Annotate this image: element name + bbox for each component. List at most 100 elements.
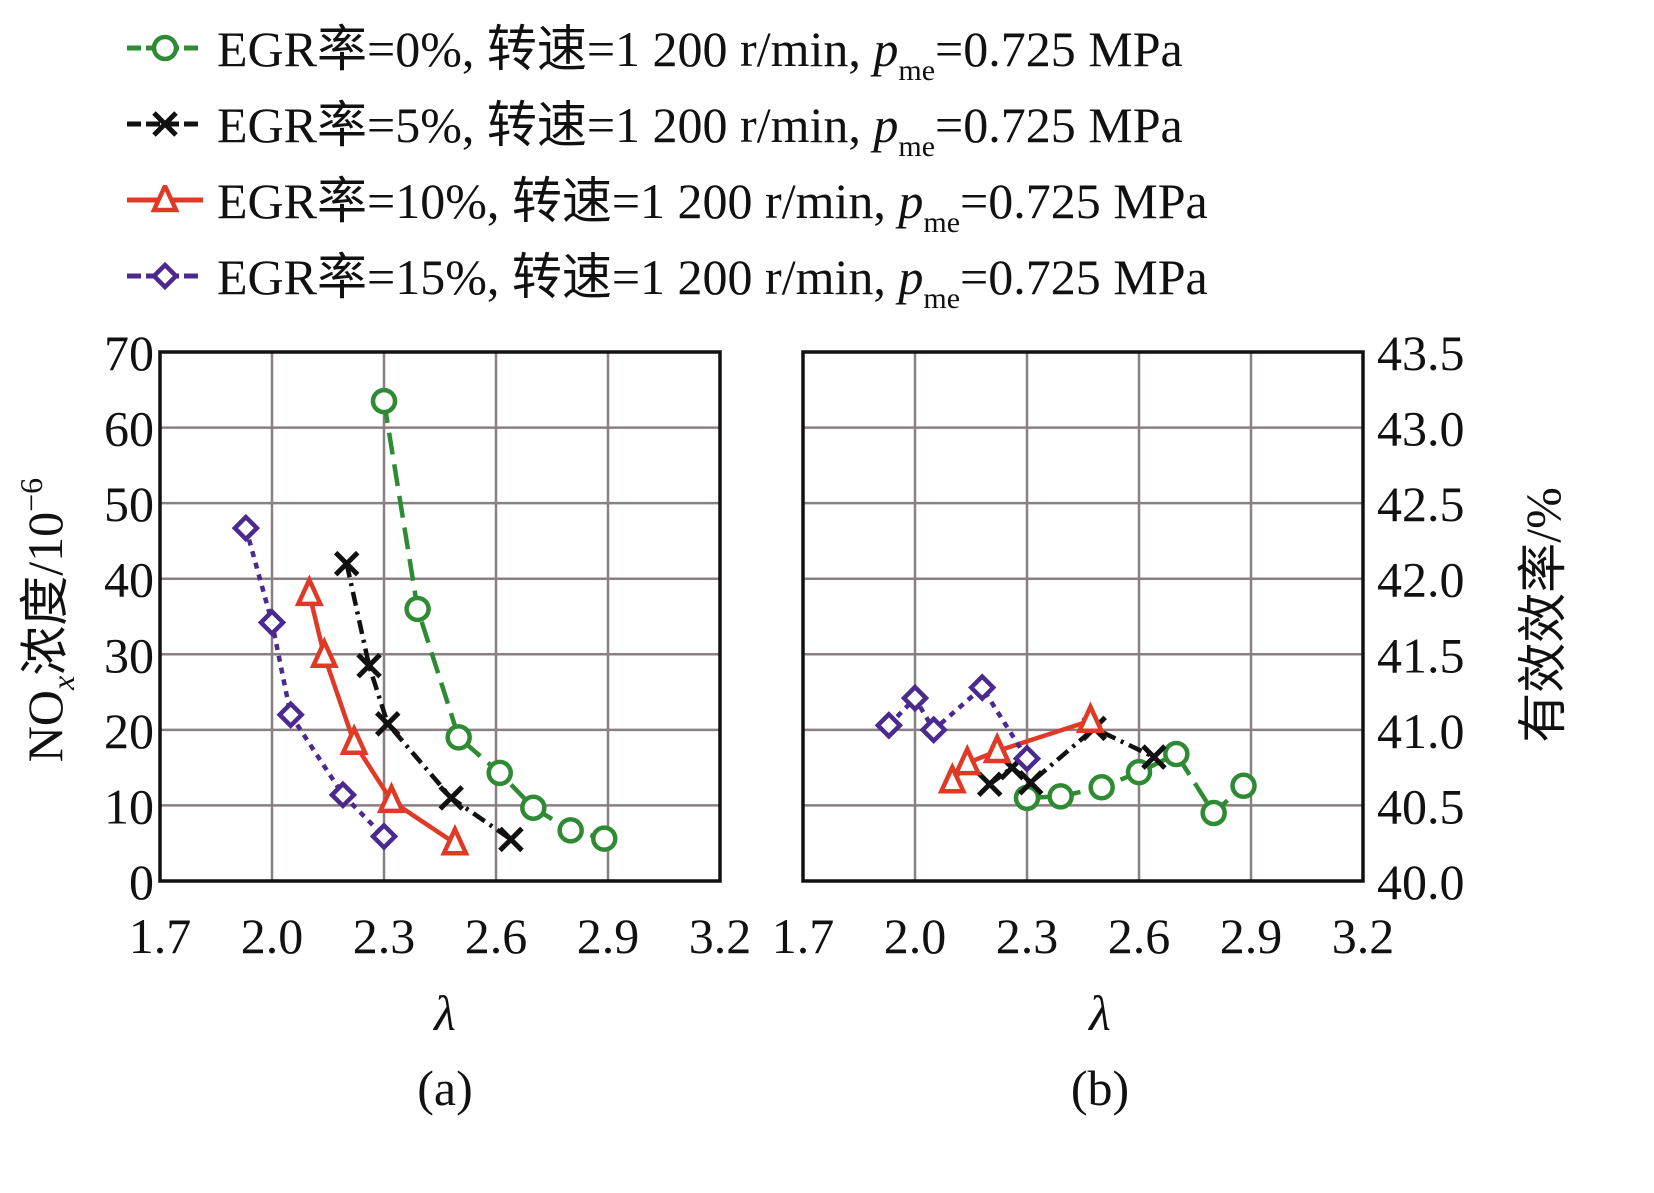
series-egr0 [1013, 740, 1257, 827]
y-tick-label: 40.5 [1377, 778, 1465, 834]
series-egr10 [937, 701, 1105, 794]
legend-label: EGR率=5%, 转速=1 200 r/min, pme=0.725 MPa [217, 96, 1183, 163]
series-egr5 [333, 550, 524, 853]
triangle-marker-icon [376, 781, 406, 814]
legend-item-egr10: EGR率=10%, 转速=1 200 r/min, pme=0.725 MPa [125, 162, 1208, 239]
plot-frame [801, 350, 1365, 883]
circle-marker-icon [1088, 774, 1115, 801]
legend-swatch-diamond-icon [127, 261, 203, 291]
x-axis-title-a: λ [432, 985, 456, 1041]
circle-marker-icon [1230, 772, 1257, 800]
triangle-marker-icon [294, 574, 324, 607]
legend-label: EGR率=15%, 转速=1 200 r/min, pme=0.725 MPa [217, 248, 1208, 315]
panel-label-b: (b) [1071, 1060, 1129, 1116]
y-tick-label: 50 [104, 476, 154, 532]
legend-item-egr15: EGR率=15%, 转速=1 200 r/min, pme=0.725 MPa [125, 238, 1208, 315]
legend-swatch-triangle-icon [127, 185, 203, 213]
x-tick-label: 3.2 [1332, 908, 1395, 964]
triangle-marker-icon [1075, 701, 1105, 734]
circle-marker-icon [486, 759, 513, 787]
y-tick-label: 43.5 [1377, 325, 1465, 381]
y-tick-label: 20 [104, 703, 154, 759]
circle-marker-icon [520, 794, 547, 821]
diamond-marker-icon [1012, 744, 1042, 773]
y-tick-label: 40 [104, 552, 154, 608]
series-egr15 [874, 673, 1042, 773]
x-marker-icon [438, 785, 464, 811]
circle-marker-icon [591, 825, 618, 852]
series-egr15 [231, 513, 399, 851]
y-tick-label: 42.5 [1377, 476, 1465, 532]
grid [158, 350, 722, 883]
diamond-marker-icon [231, 513, 261, 543]
chart-panel-a: 1.7 2.0 2.3 2.6 2.9 3.2 0 10 20 30 40 50 60 70 [104, 325, 751, 964]
plot-frame [158, 350, 722, 883]
y-tick-label: 41.5 [1377, 627, 1465, 683]
x-marker-icon [498, 826, 524, 853]
triangle-marker-icon [952, 743, 982, 776]
x-tick-label: 2.9 [1220, 908, 1283, 964]
legend-item-egr5: EGR率=5%, 转速=1 200 r/min, pme=0.725 MPa [125, 86, 1208, 163]
x-tick-label: 2.9 [577, 908, 640, 964]
x-axis-title-b: λ [1087, 985, 1111, 1041]
x-tick-label: 3.2 [689, 908, 752, 964]
diamond-marker-icon [968, 673, 997, 702]
series-egr0 [370, 387, 618, 852]
chart-legend: EGR率=0%, 转速=1 200 r/min, pme=0.725 MPa E… [125, 10, 1208, 315]
x-tick-label: 2.6 [465, 908, 528, 964]
legend-marker-icon [150, 185, 180, 213]
triangle-marker-icon [937, 761, 967, 794]
x-tick-label: 1.7 [129, 908, 192, 964]
circle-marker-icon [445, 724, 472, 751]
triangle-marker-icon [339, 723, 369, 755]
triangle-marker-icon [982, 731, 1012, 764]
circle-marker-icon [1163, 740, 1190, 768]
legend-item-egr0: EGR率=0%, 转速=1 200 r/min, pme=0.725 MPa [125, 10, 1208, 87]
diamond-marker-icon [900, 683, 930, 713]
legend-label: EGR率=10%, 转速=1 200 r/min, pme=0.725 MPa [217, 172, 1208, 239]
series-egr10 [294, 574, 470, 856]
circle-marker-icon [557, 817, 584, 844]
x-tick-label: 2.0 [884, 908, 947, 964]
diamond-marker-icon [369, 822, 399, 851]
circle-marker-icon [404, 595, 431, 623]
diamond-marker-icon [257, 608, 287, 637]
y-tick-label: 0 [129, 854, 154, 910]
panel-label-a: (a) [417, 1060, 473, 1116]
circle-marker-icon [1047, 783, 1074, 810]
diamond-marker-icon [276, 700, 305, 729]
x-tick-label: 2.3 [353, 908, 416, 964]
x-marker-icon [1017, 769, 1044, 796]
chart-panel-b: 1.7 2.0 2.3 2.6 2.9 3.240.0 40.5 41.0 41.5 42.0 42… [772, 325, 1465, 964]
x-marker-icon [333, 550, 360, 577]
y-axis-title-b: 有效效率/% [1515, 487, 1571, 743]
x-marker-icon [356, 652, 382, 679]
x-tick-label: 2.6 [1108, 908, 1171, 964]
triangle-marker-icon [440, 823, 470, 856]
x-tick-label: 2.3 [996, 908, 1059, 964]
diamond-marker-icon [328, 780, 358, 810]
legend-label: EGR率=0%, 转速=1 200 r/min, pme=0.725 MPa [217, 20, 1183, 87]
grid [801, 350, 1365, 883]
circle-marker-icon [370, 387, 398, 415]
y-tick-label: 10 [104, 778, 154, 834]
triangle-marker-icon [309, 636, 339, 669]
circle-marker-icon [1200, 799, 1227, 827]
x-tick-label: 2.0 [241, 908, 304, 964]
y-tick-label: 70 [104, 325, 154, 381]
legend-swatch-x-icon [127, 111, 203, 137]
series-line [243, 527, 386, 838]
y-tick-label: 41.0 [1377, 703, 1465, 759]
legend-swatch-circle-icon [127, 34, 203, 62]
y-axis-title-a: NOx浓度/10−6 [13, 478, 81, 762]
y-tick-label: 30 [104, 627, 154, 683]
x-marker-icon [374, 711, 401, 737]
x-marker-icon [976, 771, 1003, 798]
diamond-marker-icon [919, 715, 948, 745]
y-tick-label: 60 [104, 401, 154, 457]
y-tick-label: 42.0 [1377, 552, 1465, 608]
legend-marker-icon [151, 34, 179, 62]
legend-marker-icon [152, 111, 178, 137]
y-tick-label: 43.0 [1377, 401, 1465, 457]
